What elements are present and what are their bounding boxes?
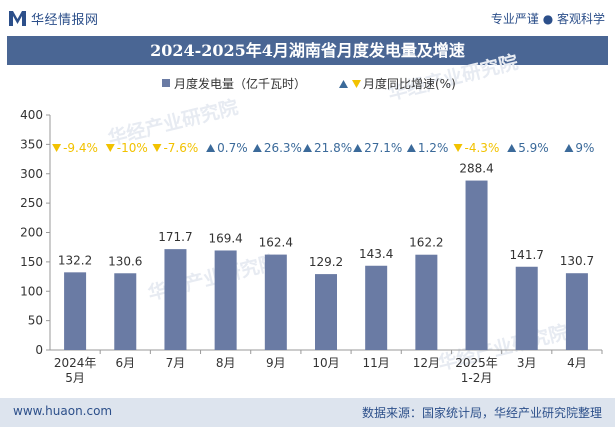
- legend-label-growth: 月度同比增速(%): [363, 76, 456, 91]
- growth-rate-label: 0.7%: [217, 141, 248, 155]
- growth-up-marker: [564, 144, 574, 152]
- growth-up-marker: [353, 144, 363, 152]
- x-tick-label: 7月: [166, 356, 186, 370]
- growth-rate-label: 5.9%: [518, 141, 549, 155]
- y-tick-label: 150: [20, 255, 43, 269]
- bar: [565, 273, 588, 350]
- x-tick-label: 3月: [517, 356, 537, 370]
- growth-down-marker: [52, 144, 62, 152]
- bar: [214, 250, 237, 350]
- growth-rate-label: -9.4%: [63, 141, 98, 155]
- x-tick-label: 11月: [363, 356, 390, 370]
- growth-up-marker: [507, 144, 517, 152]
- x-tick-label: 2025年: [455, 356, 498, 370]
- bar: [264, 254, 287, 350]
- footer-website: www.huaon.com: [13, 404, 113, 418]
- growth-rate-label: 9%: [575, 141, 594, 155]
- bar: [515, 266, 538, 350]
- bar: [315, 274, 337, 350]
- growth-rate-label: -10%: [117, 141, 148, 155]
- growth-rate-label: 21.8%: [314, 141, 352, 155]
- x-tick-label: 10月: [312, 356, 339, 370]
- growth-rate-label: 26.3%: [264, 141, 302, 155]
- x-tick-label: 1-2月: [461, 371, 493, 385]
- y-tick-label: 300: [20, 167, 43, 181]
- legend-label-bars: 月度发电量（亿千瓦时）: [174, 76, 306, 91]
- bar-value-label: 169.4: [208, 231, 242, 245]
- growth-down-marker: [152, 144, 162, 152]
- title-bar: 2024-2025年4月湖南省月度发电量及增速: [7, 36, 608, 65]
- bar: [64, 272, 87, 350]
- y-tick-label: 50: [28, 314, 43, 328]
- bar: [465, 180, 488, 350]
- x-tick-label: 8月: [216, 356, 236, 370]
- bar-value-label: 143.4: [359, 247, 393, 261]
- legend-marker-up: [339, 80, 348, 88]
- growth-up-marker: [406, 144, 416, 152]
- bar: [164, 249, 187, 350]
- bar-value-label: 141.7: [510, 248, 544, 262]
- bar: [365, 265, 388, 350]
- bar-value-label: 129.2: [309, 255, 343, 269]
- bar-value-label: 130.7: [560, 254, 594, 268]
- bar-value-label: 132.2: [58, 253, 92, 267]
- y-tick-label: 400: [20, 108, 43, 122]
- bar-value-label: 288.4: [459, 162, 493, 176]
- bar-value-label: 171.7: [158, 230, 192, 244]
- chart-canvas: 华经产业研究院华经产业研究院华经产业研究院华经产业研究院月度发电量（亿千瓦时）月…: [20, 50, 603, 385]
- x-tick-label: 2024年: [54, 356, 97, 370]
- chart-title: 2024-2025年4月湖南省月度发电量及增速: [150, 41, 465, 60]
- growth-up-marker: [303, 144, 312, 152]
- bar-value-label: 162.4: [259, 236, 293, 250]
- growth-rate-label: -4.3%: [465, 141, 500, 155]
- brand-logo-icon: [9, 11, 26, 26]
- slogan: 专业严谨 ● 客观科学: [490, 12, 605, 26]
- x-tick-label: 5月: [65, 371, 85, 385]
- bar-value-label: 130.6: [108, 254, 142, 268]
- x-tick-label: 9月: [266, 356, 286, 370]
- brand-name: 华经情报网: [31, 13, 99, 28]
- y-tick-label: 200: [20, 226, 43, 240]
- legend-swatch-bars: [162, 79, 170, 87]
- footer-bar: www.huaon.com 数据来源：国家统计局，华经产业研究院整理: [0, 398, 615, 427]
- growth-down-marker: [105, 144, 115, 152]
- footer-source: 数据来源：国家统计局，华经产业研究院整理: [361, 406, 602, 420]
- y-tick-label: 100: [20, 284, 43, 298]
- y-tick-label: 350: [20, 137, 43, 151]
- growth-rate-label: 1.2%: [418, 141, 449, 155]
- growth-up-marker: [206, 144, 216, 152]
- bar: [415, 254, 438, 350]
- header: 华经情报网 专业严谨 ● 客观科学: [0, 0, 615, 36]
- y-tick-label: 0: [35, 343, 43, 357]
- bar-value-label: 162.2: [409, 236, 443, 250]
- x-tick-label: 4月: [567, 356, 587, 370]
- growth-rate-label: -7.6%: [163, 141, 198, 155]
- legend-marker-down: [352, 80, 361, 88]
- growth-up-marker: [252, 144, 262, 152]
- x-tick-label: 6月: [115, 356, 135, 370]
- x-tick-label: 12月: [413, 356, 440, 370]
- y-tick-label: 250: [20, 196, 43, 210]
- growth-rate-label: 27.1%: [364, 141, 402, 155]
- growth-down-marker: [453, 144, 463, 152]
- bar: [114, 273, 137, 350]
